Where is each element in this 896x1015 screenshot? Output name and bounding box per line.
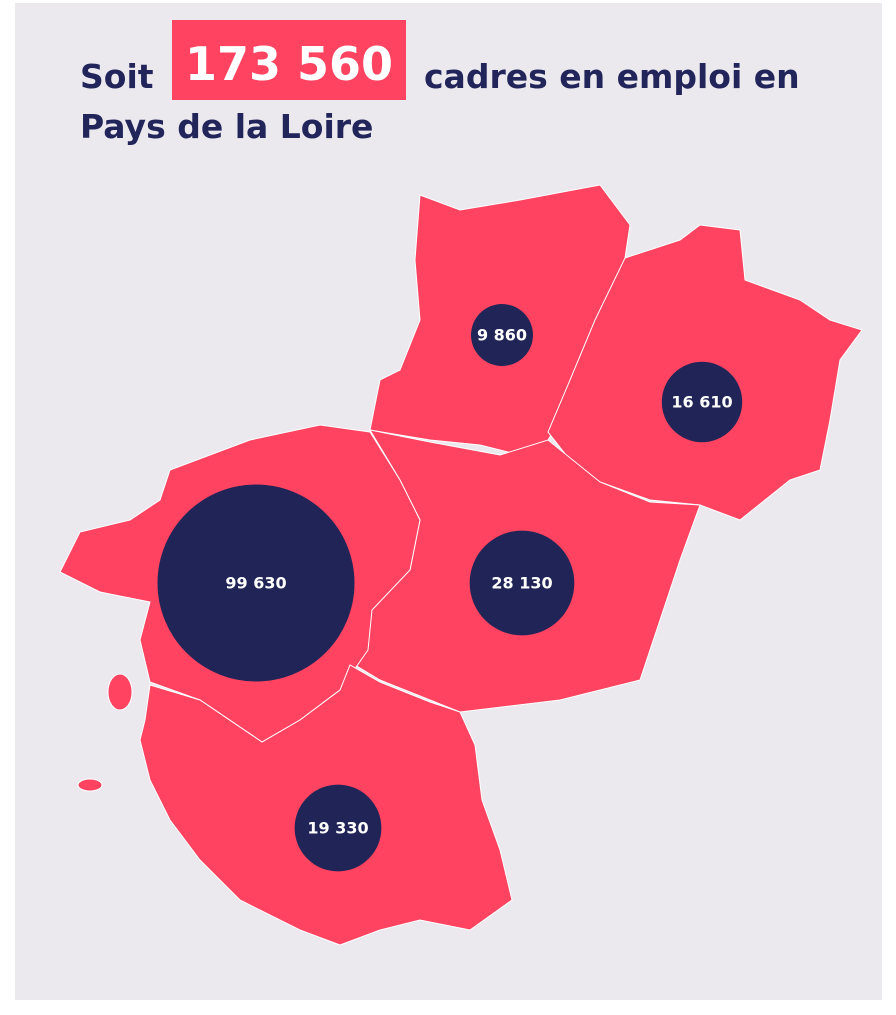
bubble-label: 16 610 <box>671 393 732 412</box>
bubble <box>471 304 533 366</box>
island <box>107 673 133 711</box>
bubble <box>661 361 743 443</box>
title-suffix: cadres en emploi en <box>424 57 800 96</box>
island <box>77 778 103 792</box>
bubble-label: 19 330 <box>307 819 368 838</box>
bubble-label: 9 860 <box>477 326 527 345</box>
title-highlight: 173 560 <box>185 37 393 91</box>
bubble-label: 99 630 <box>225 574 286 593</box>
bubble <box>294 784 382 872</box>
bubble <box>157 484 355 682</box>
title-line2: Pays de la Loire <box>80 107 373 146</box>
bubble-label: 28 130 <box>491 574 552 593</box>
bubble <box>469 530 575 636</box>
highlight-box <box>172 20 406 100</box>
title-prefix: Soit <box>80 57 154 96</box>
bubbles: 9 860 16 610 99 630 28 130 19 330 <box>157 304 743 872</box>
